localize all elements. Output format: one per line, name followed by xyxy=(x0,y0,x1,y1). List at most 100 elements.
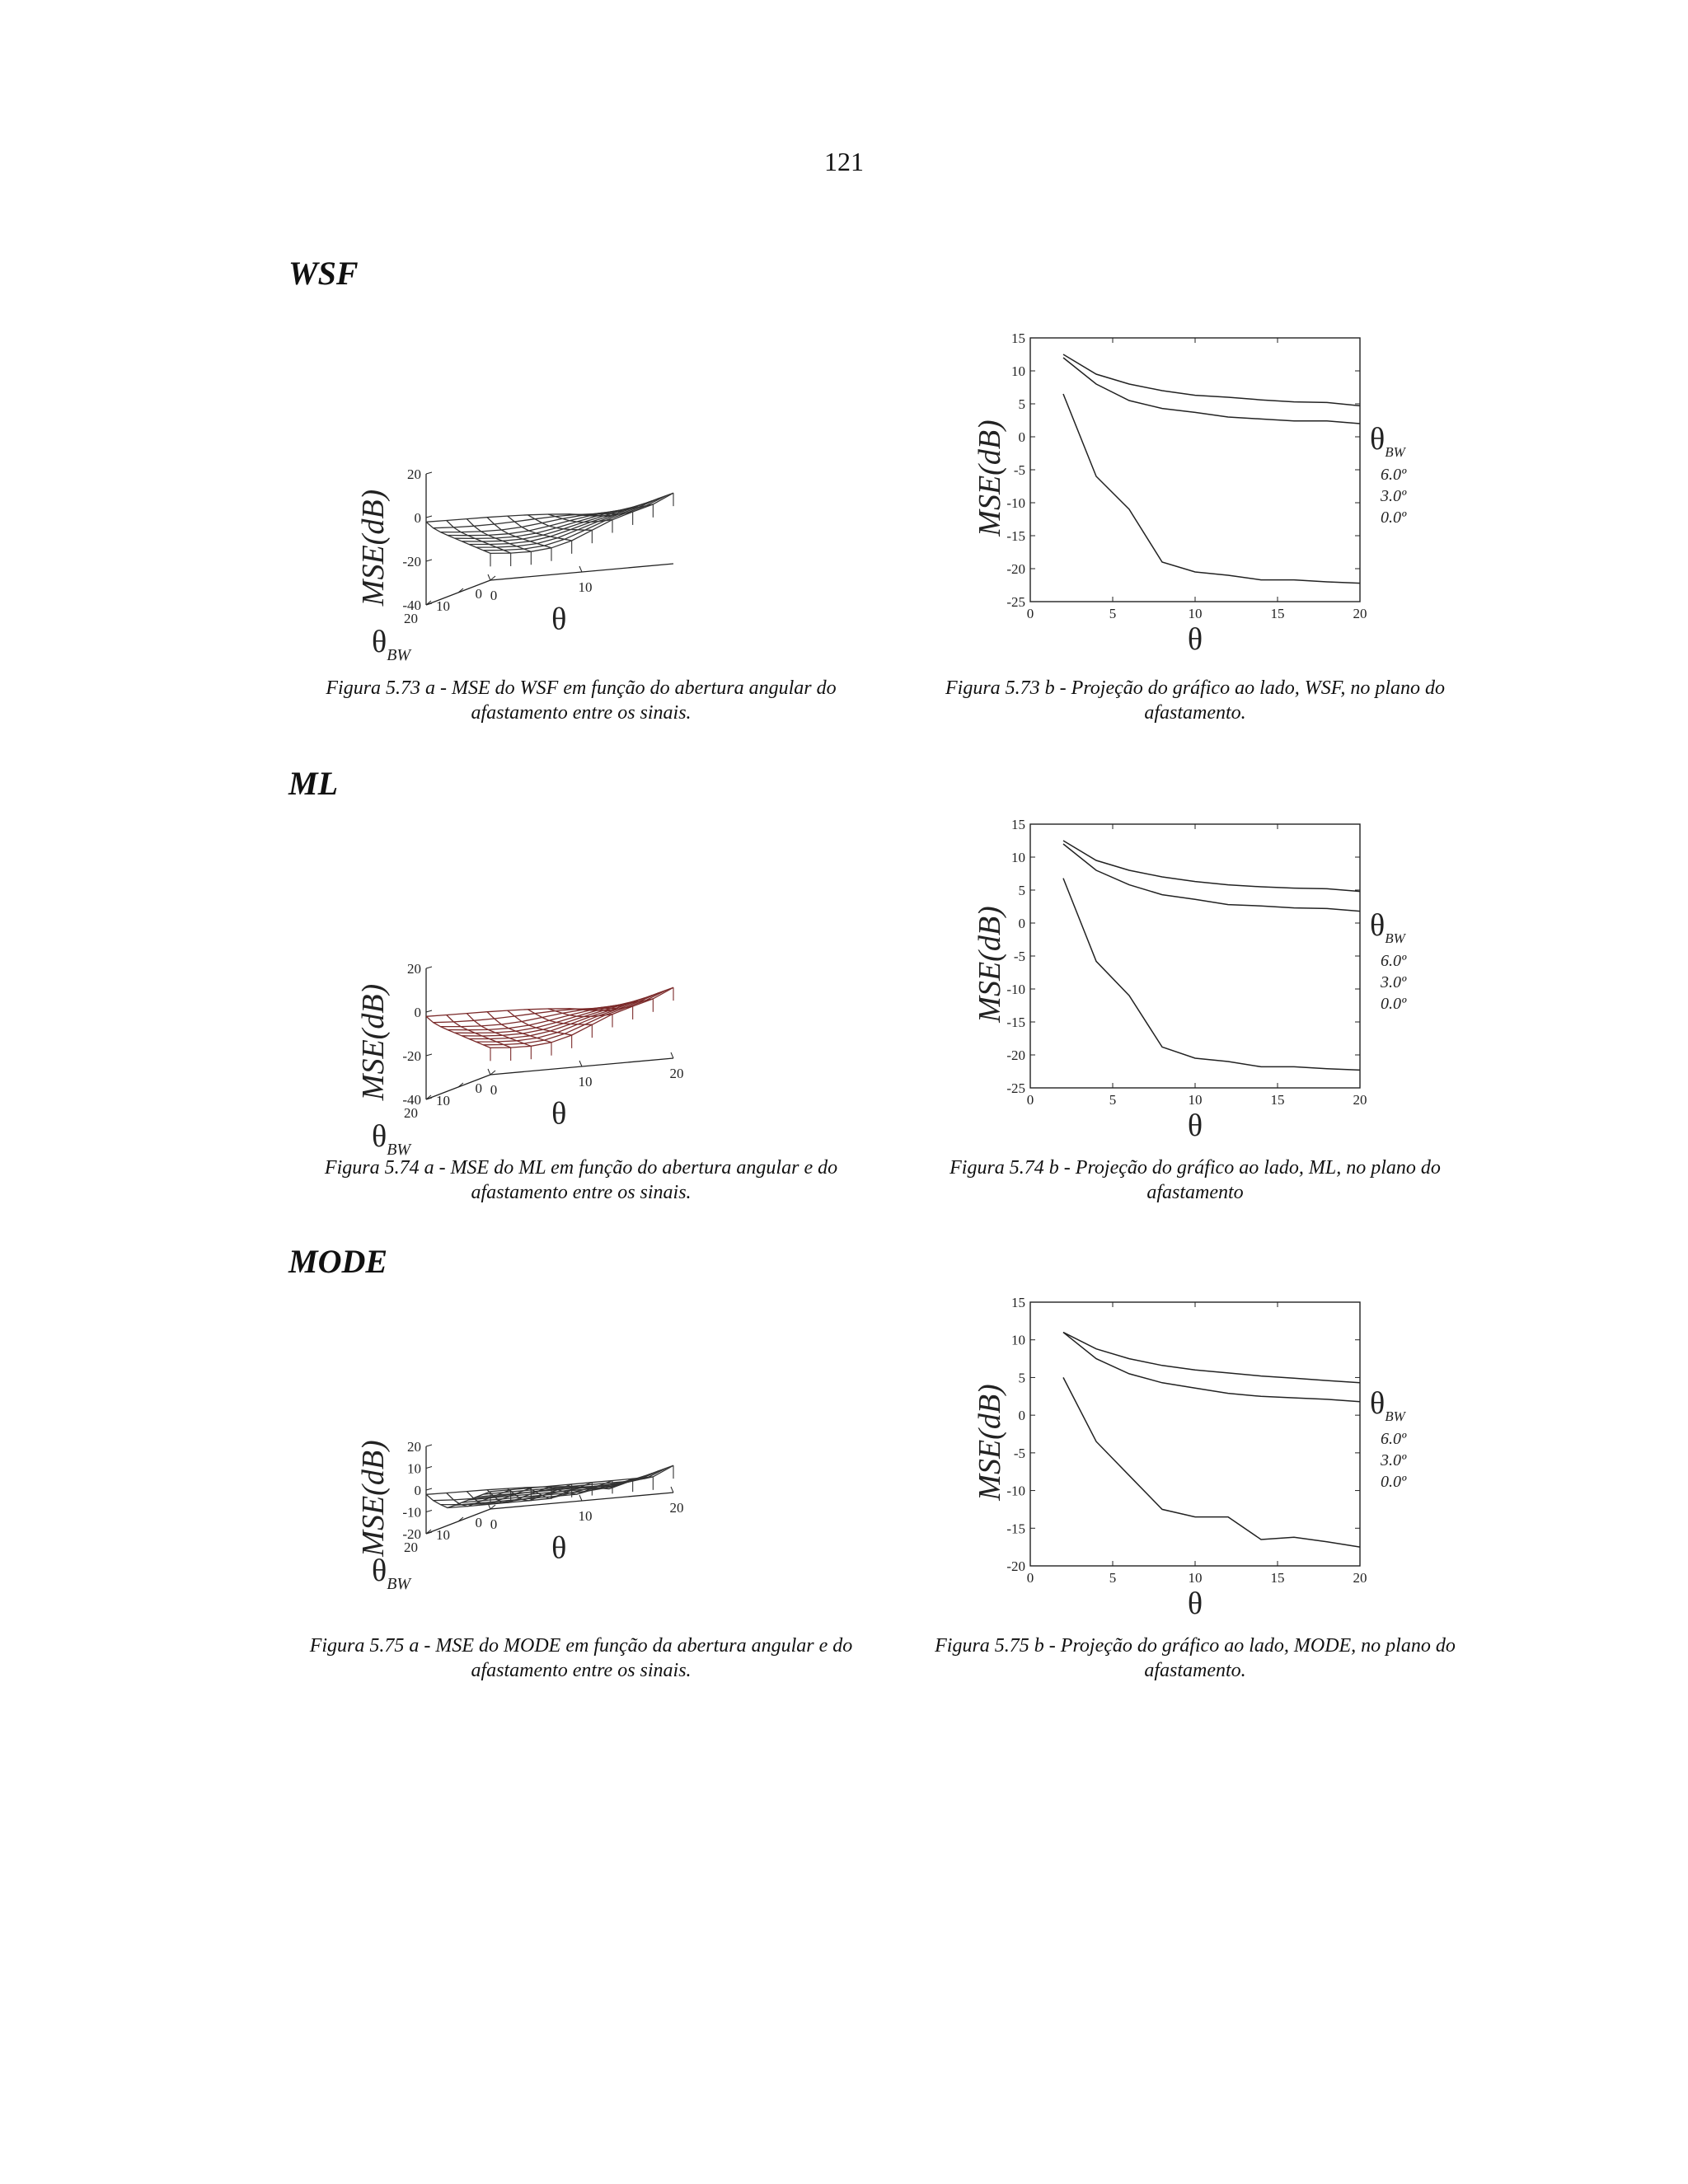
series-line xyxy=(1062,1377,1361,1548)
y-tick-label: -25 xyxy=(1006,594,1025,610)
y-tick-label: -25 xyxy=(1006,1080,1025,1096)
x-tick-label: 5 xyxy=(1109,606,1117,621)
plot-frame xyxy=(1029,1301,1361,1567)
page-number: 121 xyxy=(824,147,864,176)
x-tick-label: 20 xyxy=(1353,606,1367,621)
mesh-line xyxy=(476,497,659,548)
bw-tick-mark xyxy=(425,1094,432,1100)
mesh-line xyxy=(483,494,667,551)
caption-line: afastamento. xyxy=(1144,1660,1246,1681)
legend-entry: 3.0º xyxy=(1380,487,1407,505)
legend-entry: 0.0º xyxy=(1381,1473,1407,1491)
legend-title: θBW xyxy=(1370,1386,1407,1424)
mesh-line xyxy=(588,504,654,516)
mesh-line xyxy=(446,1015,511,1048)
x-tick-label: 0 xyxy=(1027,1092,1034,1108)
series-line xyxy=(1062,878,1361,1071)
bw-tick-mark xyxy=(457,588,464,593)
legend-title: θBW xyxy=(1370,908,1407,946)
projection-plot-wsf: 0 5 10 15 20 15 10 5 0 -5 -10 -15 -20 -25 θ MSE(dB) θBW 6… xyxy=(973,330,1407,657)
x-axis-label: θ xyxy=(1188,1108,1203,1143)
caption-line: Figura 5.75 b - Projeção do gráfico ao l… xyxy=(935,1635,1456,1657)
bw-tick-label: 0 xyxy=(476,586,483,602)
legend-entry: 3.0º xyxy=(1380,973,1407,991)
mesh-line xyxy=(588,998,654,1010)
z-tick-label: 20 xyxy=(407,466,421,482)
x-tick-label: 15 xyxy=(1271,1092,1285,1108)
z-tick-label: 10 xyxy=(407,1461,421,1477)
caption-line: Figura 5.74 a - MSE do ML em função do a… xyxy=(324,1157,838,1179)
y-axis-label: MSE(dB) xyxy=(973,419,1007,537)
mesh-line xyxy=(507,1010,572,1036)
caption-5-73a: Figura 5.73 a - MSE do WSF em função do … xyxy=(268,676,894,725)
theta-tick-label: 0 xyxy=(490,1082,498,1098)
x-tick-label: 5 xyxy=(1109,1092,1117,1108)
caption-5-74a: Figura 5.74 a - MSE do ML em função do a… xyxy=(268,1155,894,1205)
y-axis-label: MSE(dB) xyxy=(973,906,1007,1023)
theta-tick-mark xyxy=(670,1486,674,1493)
series-line xyxy=(1062,1331,1361,1384)
mesh-line xyxy=(568,511,633,517)
theta-tick-mark xyxy=(579,1060,583,1067)
mesh-line xyxy=(462,503,645,542)
mesh-line xyxy=(490,492,674,555)
theta-tick-mark xyxy=(670,1052,674,1059)
z-axis-label: MSE(dB) xyxy=(356,490,391,607)
bw-tick-label: 10 xyxy=(436,1527,450,1543)
caption-5-74b: Figura 5.74 b - Projeção do gráfico ao l… xyxy=(882,1155,1508,1205)
legend-entry: 6.0º xyxy=(1381,952,1407,970)
mesh-line xyxy=(486,1011,552,1043)
mesh-line xyxy=(476,991,659,1043)
z-tick-label: -20 xyxy=(402,1048,421,1064)
series-line xyxy=(1062,843,1361,912)
legend-title: θBW xyxy=(1370,422,1407,460)
plot-frame xyxy=(1029,823,1361,1089)
bw-tick-label: 20 xyxy=(404,611,418,626)
mesh-line xyxy=(490,987,674,1049)
z-tick-label: 0 xyxy=(415,1483,422,1498)
x-tick-label: 10 xyxy=(1189,1570,1203,1586)
mesh-line xyxy=(588,1476,654,1488)
caption-5-75a: Figura 5.75 a - MSE do MODE em função da… xyxy=(268,1633,894,1683)
legend-entry: 6.0º xyxy=(1381,1430,1407,1448)
theta-bw-axis-label: θBW xyxy=(372,1554,412,1593)
series-line xyxy=(1062,840,1361,893)
mesh-line xyxy=(483,989,667,1046)
mesh-line xyxy=(446,520,511,554)
z-tick-mark xyxy=(425,471,433,475)
mesh-line xyxy=(466,518,532,552)
caption-line: afastamento. xyxy=(1144,702,1246,724)
z-tick-label: -20 xyxy=(402,554,421,569)
z-tick-mark xyxy=(425,966,433,969)
bw-tick-mark xyxy=(490,1070,496,1076)
theta-tick-mark xyxy=(487,1068,491,1076)
z-axis-label: MSE(dB) xyxy=(356,984,391,1101)
series-line xyxy=(1062,393,1361,584)
legend-entry: 6.0º xyxy=(1381,466,1407,484)
x-tick-label: 10 xyxy=(1189,606,1203,621)
mesh-line xyxy=(527,1482,593,1499)
mesh-line xyxy=(425,1491,491,1509)
x-tick-label: 15 xyxy=(1271,1570,1285,1586)
x-axis-label: θ xyxy=(1188,622,1203,657)
projection-plot-mode: 0 5 10 15 20 15 10 5 0 -5 -10 -15 -20 θ MSE(dB) θBW 6.0º… xyxy=(973,1295,1407,1621)
caption-line: afastamento xyxy=(1146,1182,1244,1203)
y-tick-label: 0 xyxy=(1019,429,1026,445)
z-tick-mark xyxy=(425,1510,433,1512)
theta-bw-axis-label: θBW xyxy=(372,625,412,664)
y-tick-label: 10 xyxy=(1011,1333,1025,1348)
caption-line: Figura 5.73 a - MSE do WSF em função do … xyxy=(326,677,837,699)
bw-tick-mark xyxy=(457,1516,464,1522)
y-tick-label: -20 xyxy=(1006,561,1025,577)
y-tick-label: 15 xyxy=(1011,817,1025,832)
z-tick-mark xyxy=(425,1444,433,1447)
x-tick-label: 0 xyxy=(1027,606,1034,621)
caption-line: afastamento entre os sinais. xyxy=(471,1182,692,1203)
theta-tick-label: 10 xyxy=(579,579,593,595)
section-title-ml: ML xyxy=(288,765,338,802)
y-tick-label: -5 xyxy=(1014,1446,1025,1461)
mesh-line xyxy=(547,513,613,523)
z-tick-label: -20 xyxy=(402,1526,421,1542)
